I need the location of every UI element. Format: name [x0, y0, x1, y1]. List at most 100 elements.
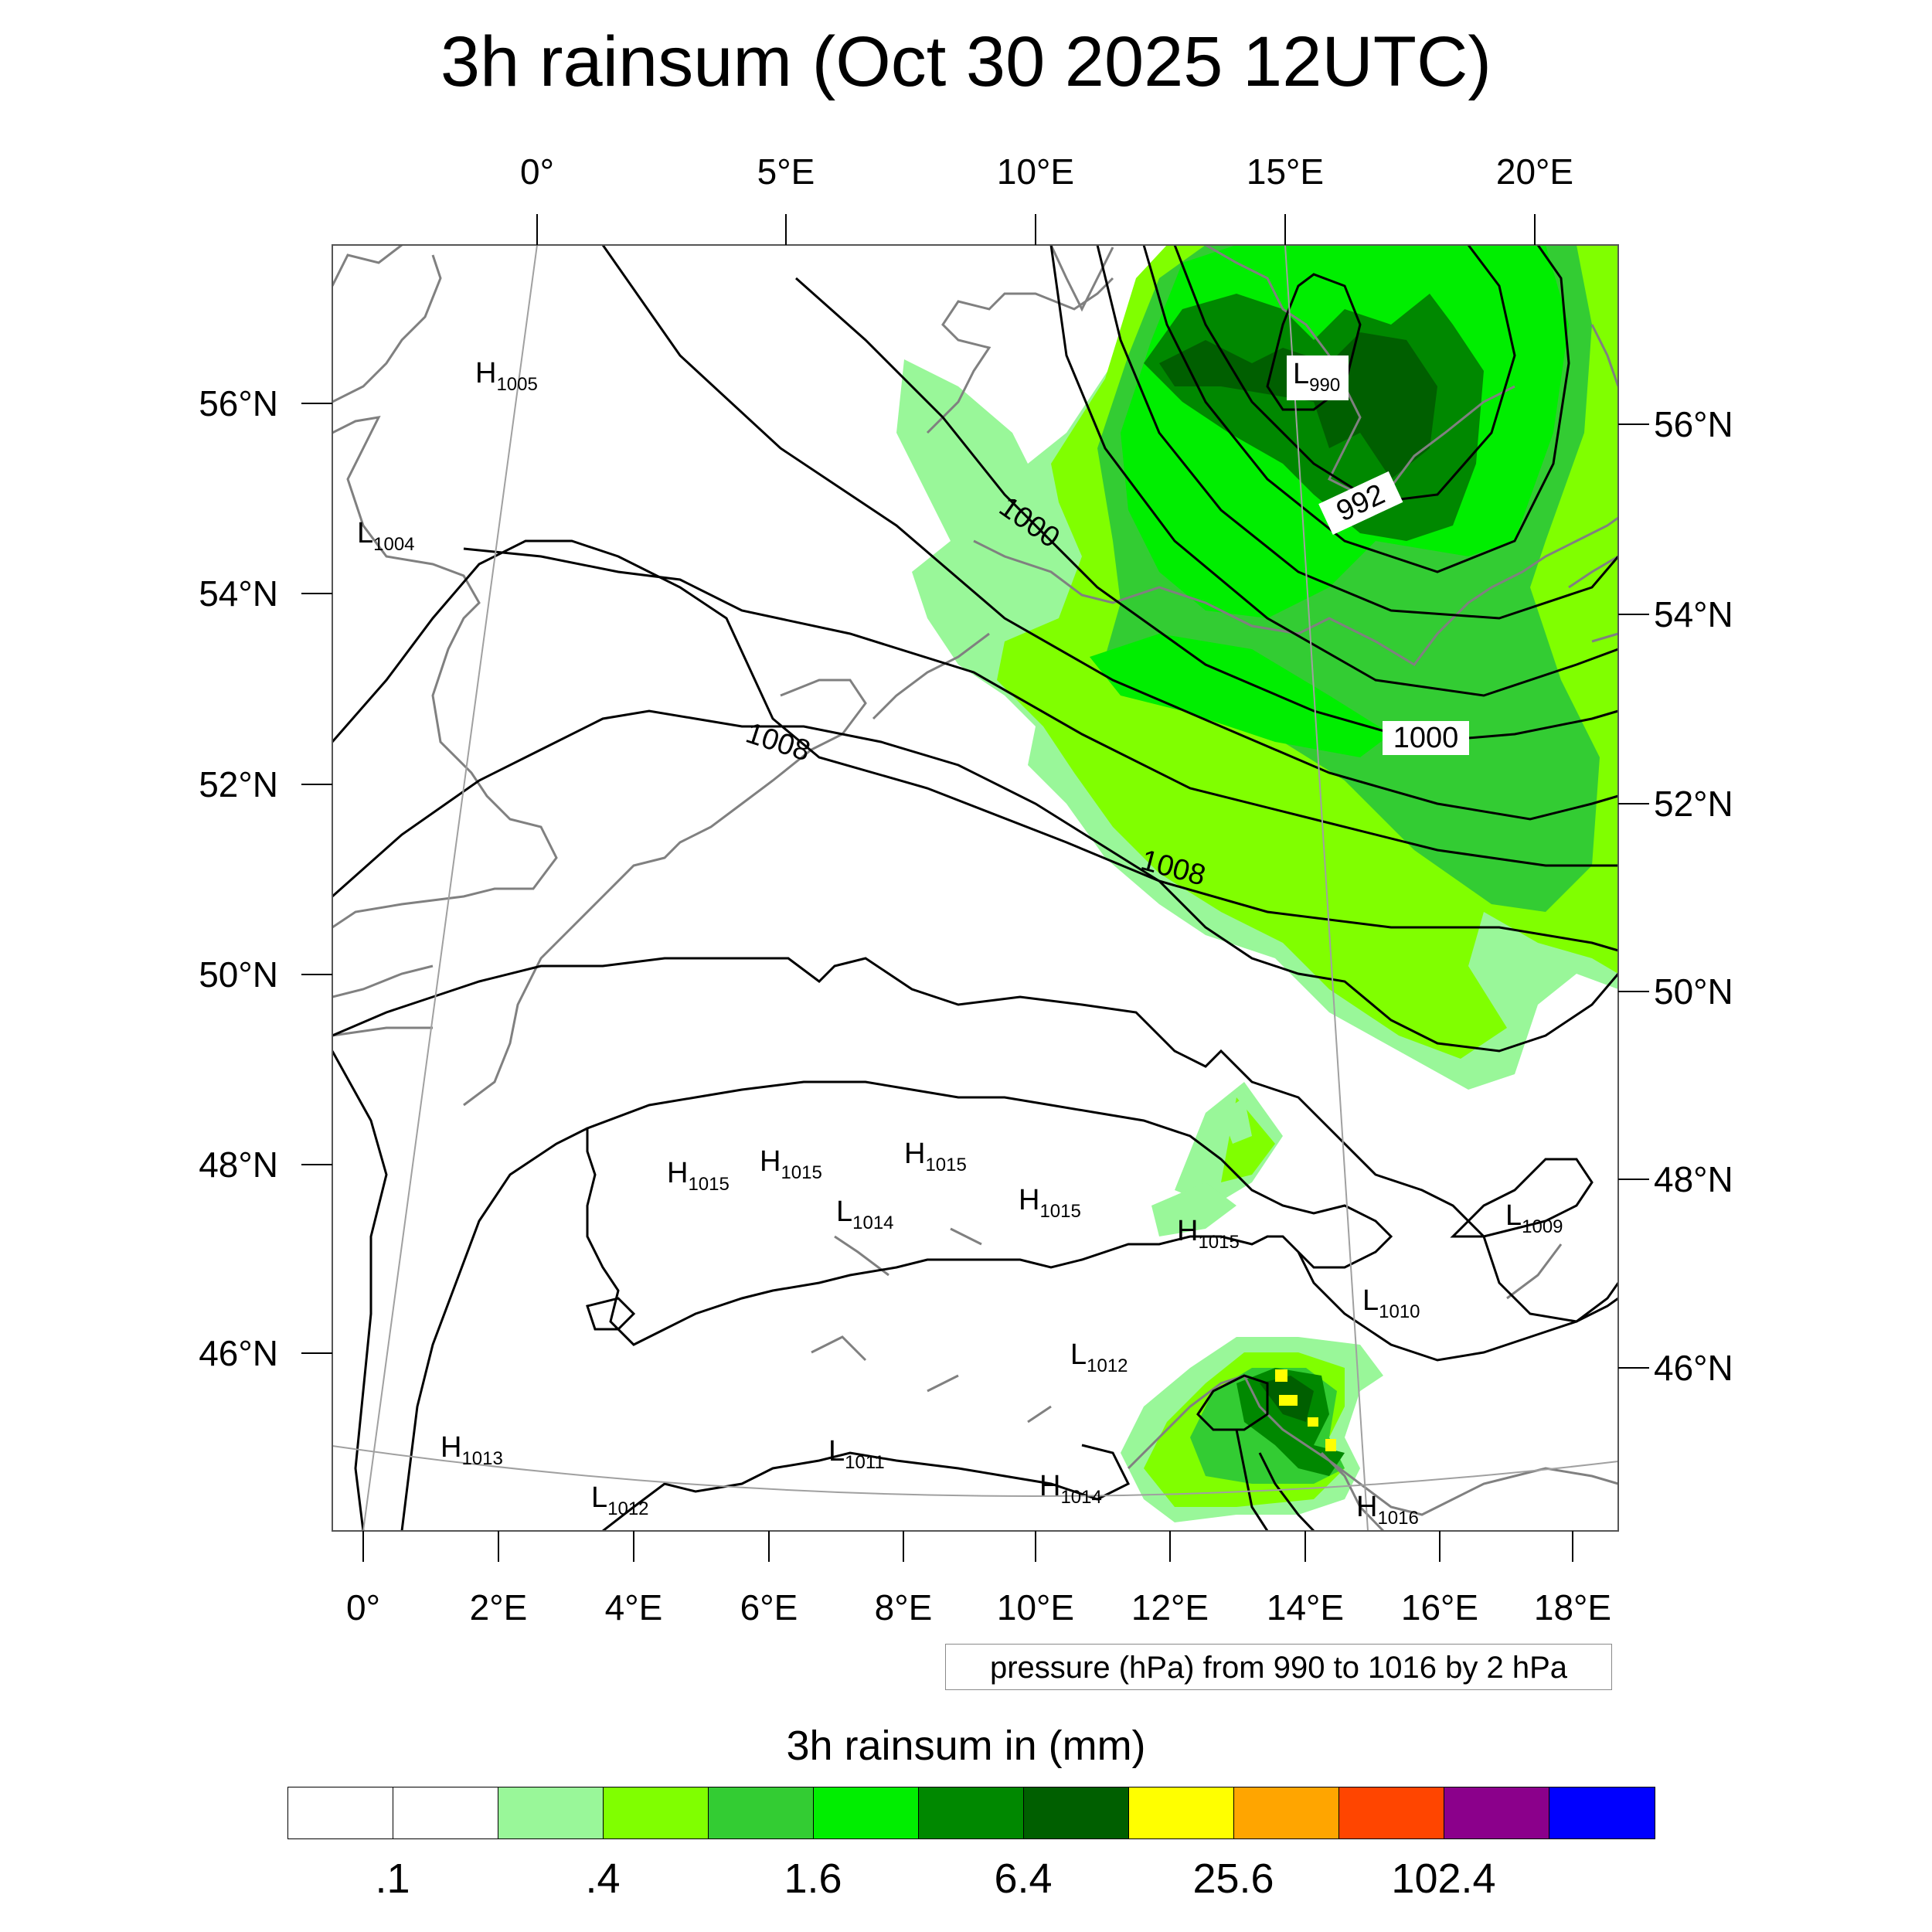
pressure-center: H1013	[440, 1431, 503, 1469]
pressure-center: H1015	[667, 1157, 730, 1195]
top-tick-label: 5°E	[757, 151, 815, 192]
left-ticks	[301, 403, 332, 1354]
coastline-adriatic	[1127, 1374, 1618, 1531]
right-tick-label: 46°N	[1654, 1348, 1733, 1388]
bottom-tick-label: 8°E	[875, 1587, 933, 1628]
rain-area-darkest	[1159, 332, 1437, 479]
precipitation-field	[896, 245, 1618, 1522]
colorbar-label: .1	[375, 1855, 410, 1902]
coastline-continent	[463, 277, 1618, 1107]
isobar	[332, 1050, 388, 1531]
isobar	[1297, 1251, 1618, 1362]
right-tick-label: 52°N	[1654, 784, 1733, 824]
colorbar-cell	[498, 1787, 604, 1838]
bottom-tick-label: 12°E	[1131, 1587, 1209, 1628]
colorbar-cell	[1129, 1787, 1234, 1838]
left-tick-label: 46°N	[199, 1333, 278, 1373]
bottom-tick-label: 0°	[346, 1587, 380, 1628]
bottom-tick-label: 14°E	[1267, 1587, 1344, 1628]
isobar	[1450, 1158, 1594, 1238]
pressure-center: L1010	[1362, 1284, 1420, 1322]
isobar	[1235, 1429, 1269, 1531]
map-frame	[332, 244, 1619, 1532]
left-tick-label: 50°N	[199, 954, 278, 995]
isobar	[1096, 245, 1618, 620]
rivers-lakes	[811, 1227, 1563, 1423]
coastline-britain	[332, 245, 558, 1037]
parallel-45N	[332, 1445, 1618, 1497]
pressure-center: L1004	[357, 517, 415, 555]
right-tick-label: 48°N	[1654, 1159, 1733, 1199]
right-ticks	[1618, 423, 1649, 1369]
right-axis-labels: 56°N 54°N 52°N 50°N 48°N 46°N	[1654, 404, 1733, 1388]
bottom-ticks	[362, 1531, 1573, 1562]
bottom-tick-label: 18°E	[1534, 1587, 1611, 1628]
colorbar-cell	[1549, 1787, 1655, 1838]
legend-title: 3h rainsum in (mm)	[786, 1723, 1146, 1769]
left-axis-labels: 56°N 54°N 52°N 50°N 48°N 46°N	[199, 383, 278, 1373]
isobar	[1258, 1452, 1315, 1531]
colorbar-label: .4	[585, 1855, 621, 1902]
bottom-axis-labels: 0° 2°E 4°E 6°E 8°E 10°E 12°E 14°E 16°E 1…	[346, 1587, 1611, 1628]
graticule	[332, 245, 1618, 1531]
rain-cell-yellow	[1308, 1417, 1318, 1427]
colorbar-cell	[604, 1787, 709, 1838]
pressure-center: H1005	[475, 357, 538, 395]
bottom-tick-label: 6°E	[740, 1587, 798, 1628]
isobar	[586, 1080, 1393, 1346]
colorbar-cell	[288, 1787, 393, 1838]
left-tick-label: 54°N	[199, 573, 278, 614]
isobar	[602, 1444, 1131, 1531]
pressure-center: L1014	[836, 1196, 894, 1233]
pressure-note: pressure (hPa) from 990 to 1016 by 2 hPa	[945, 1644, 1612, 1690]
colorbar-label: 25.6	[1192, 1855, 1274, 1902]
right-tick-label: 54°N	[1654, 594, 1733, 634]
coastlines	[332, 245, 1618, 1531]
chart-title: 3h rainsum (Oct 30 2025 12UTC)	[440, 22, 1492, 101]
isobar	[400, 1127, 588, 1531]
pressure-center: L1012	[1070, 1338, 1128, 1376]
meridian-0	[362, 245, 538, 1531]
bottom-tick-label: 2°E	[470, 1587, 528, 1628]
isobar	[332, 539, 1618, 952]
colorbar-cell	[393, 1787, 498, 1838]
top-tick-label: 20°E	[1496, 151, 1573, 192]
rain-cell-dark	[1236, 1368, 1345, 1476]
colorbar-label: 102.4	[1391, 1855, 1496, 1902]
pressure-center: L1012	[591, 1481, 649, 1519]
colorbar-cell	[1339, 1787, 1444, 1838]
top-tick-label: 10°E	[997, 151, 1074, 192]
bottom-tick-label: 10°E	[997, 1587, 1074, 1628]
rain-streak	[1221, 1097, 1252, 1144]
top-ticks	[536, 214, 1536, 245]
rain-cell-yellow	[1279, 1395, 1298, 1406]
isobar	[1049, 245, 1618, 697]
isobar	[1266, 273, 1362, 411]
colorbar-cell	[814, 1787, 919, 1838]
pressure-center: H1015	[760, 1145, 822, 1183]
rain-cell-yellow	[1325, 1439, 1336, 1451]
left-tick-label: 56°N	[199, 383, 278, 423]
colorbar-cell	[1234, 1787, 1339, 1838]
meridian-15E	[1284, 245, 1369, 1531]
pressure-center: H1014	[1039, 1470, 1102, 1508]
isobar	[1142, 245, 1570, 573]
isobar	[601, 245, 1618, 821]
colorbar-cell	[919, 1787, 1024, 1838]
pressure-center: H1015	[1177, 1215, 1240, 1253]
rain-streak	[1151, 1182, 1236, 1236]
right-tick-label: 56°N	[1654, 404, 1733, 444]
isobar	[463, 547, 1618, 867]
right-tick-label: 50°N	[1654, 971, 1733, 1012]
isobar	[332, 709, 1618, 1053]
colorbar-cell	[1444, 1787, 1549, 1838]
pressure-center: L1011	[828, 1435, 885, 1473]
isobar	[586, 1297, 636, 1331]
colorbar	[287, 1787, 1655, 1839]
pressure-center: L1009	[1505, 1199, 1563, 1237]
colorbar-cell	[1024, 1787, 1129, 1838]
pressure-center: H1015	[1019, 1184, 1081, 1222]
colorbar-label: 1.6	[784, 1855, 842, 1902]
colorbar-label: 6.4	[994, 1855, 1053, 1902]
